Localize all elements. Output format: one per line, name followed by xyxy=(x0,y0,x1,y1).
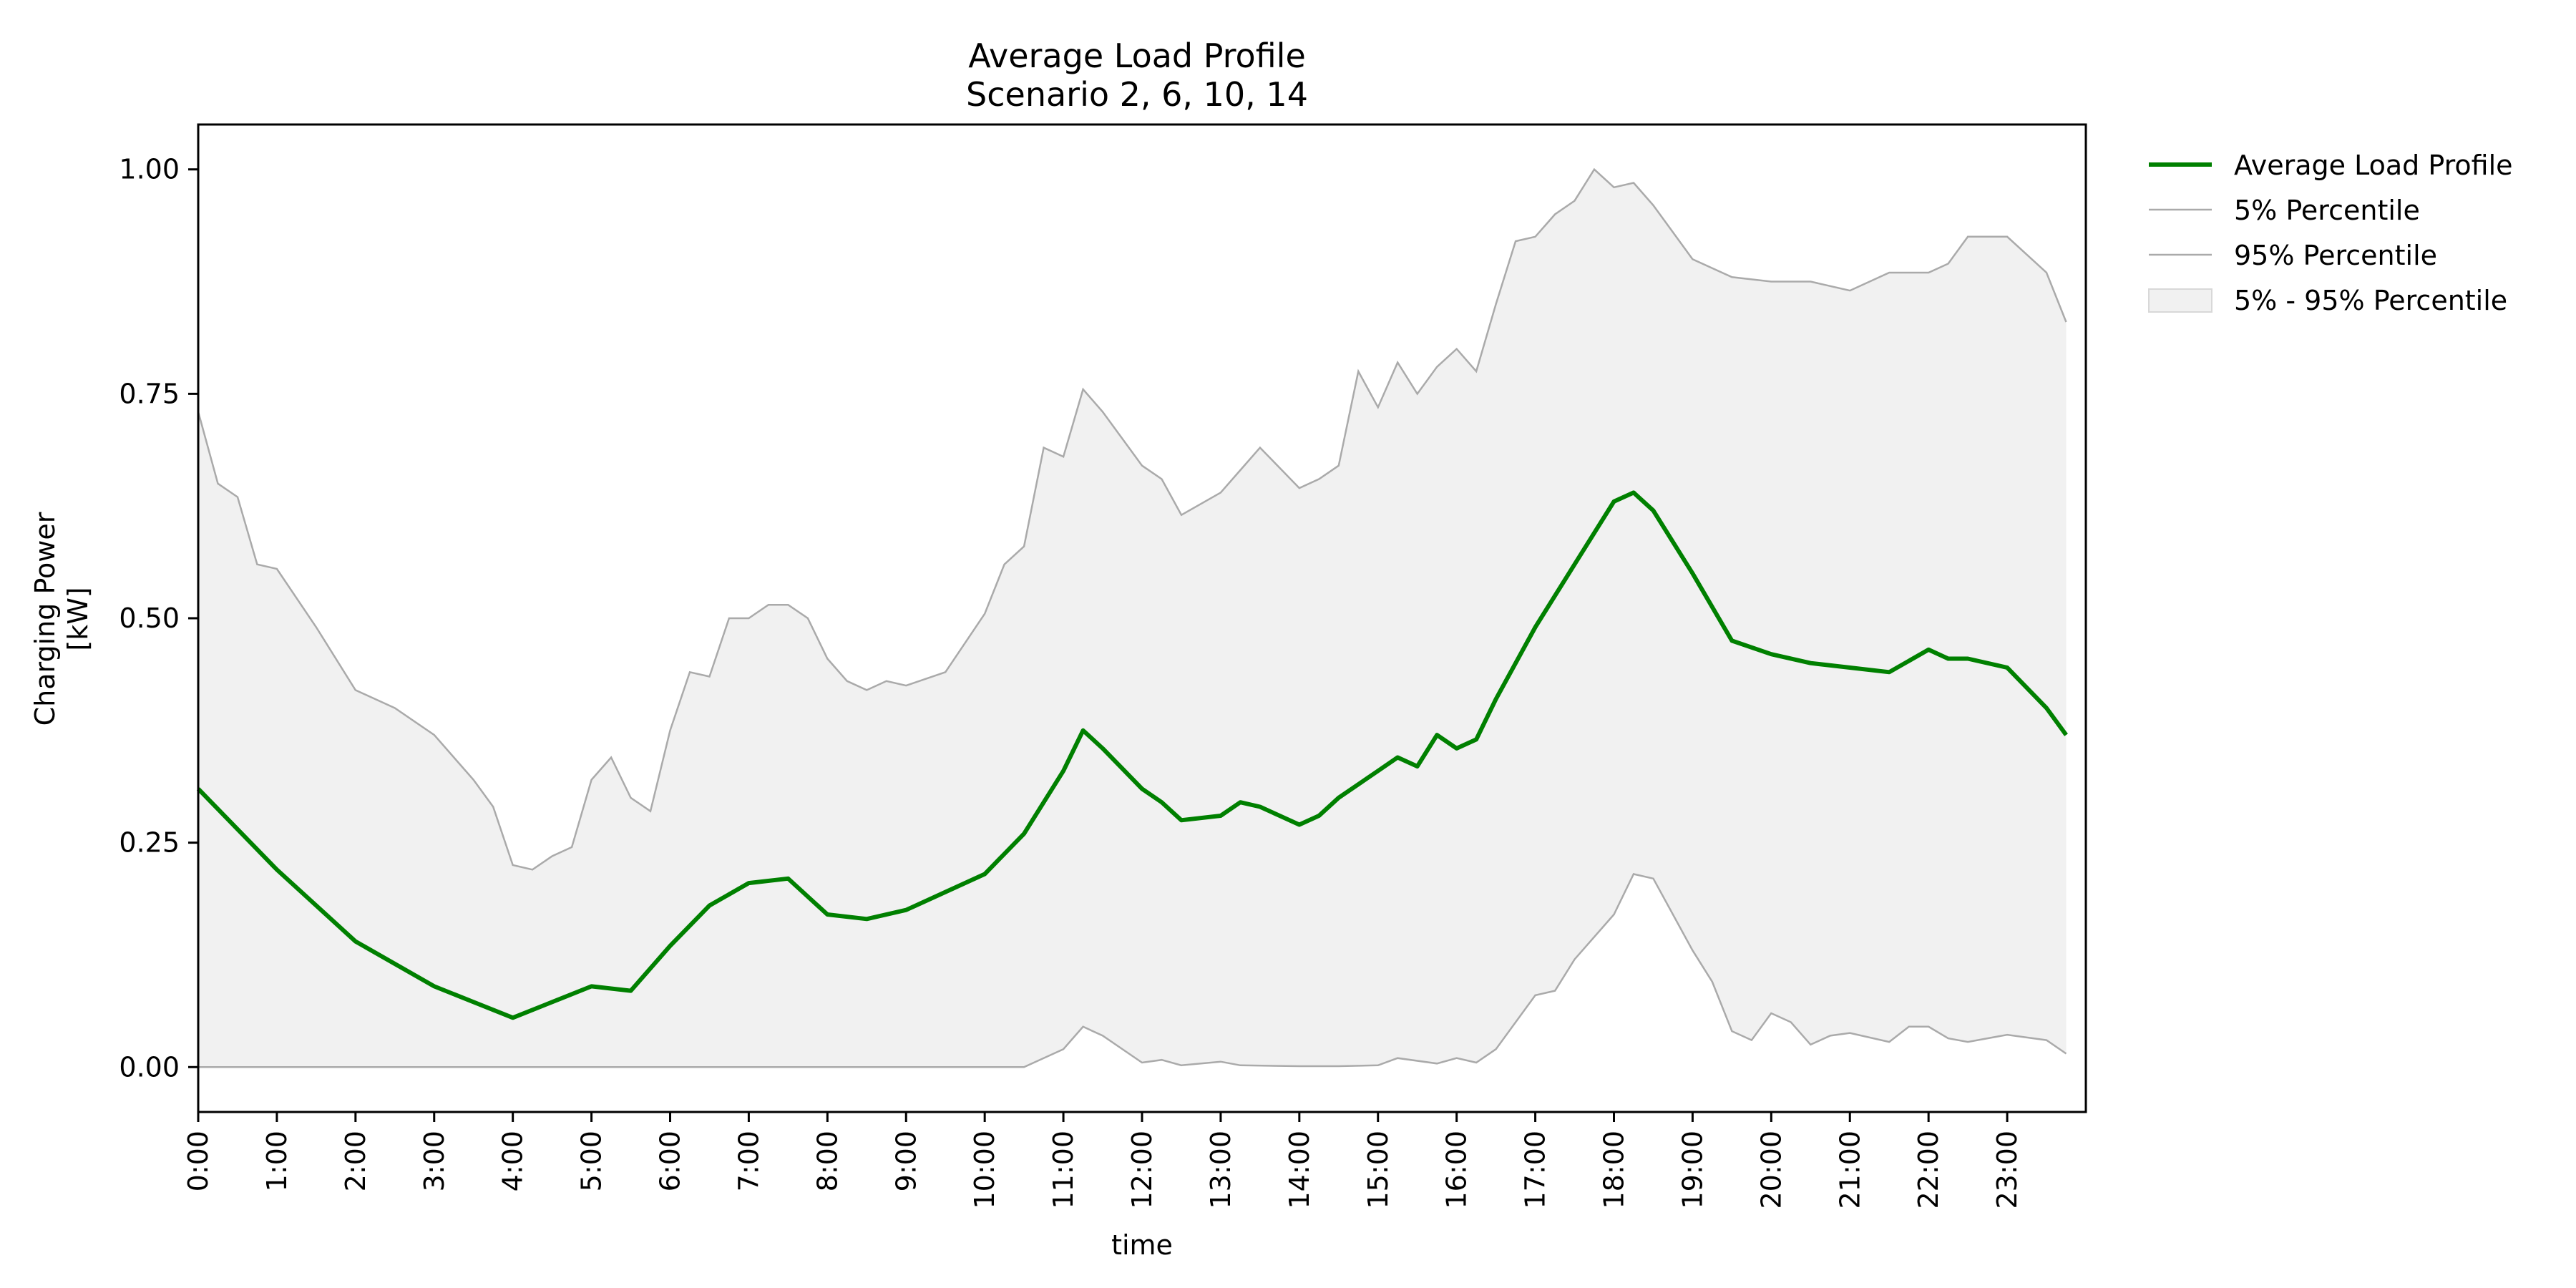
y-axis-label: Charging Power xyxy=(29,512,61,726)
legend-label-average-load-profile: Average Load Profile xyxy=(2234,150,2513,181)
x-tick-label: 0:00 xyxy=(182,1131,214,1191)
x-tick-label: 1:00 xyxy=(261,1131,293,1191)
x-tick-label: 23:00 xyxy=(1991,1131,2023,1209)
y-tick-label: 1.00 xyxy=(119,154,180,185)
x-tick-label: 12:00 xyxy=(1126,1131,1158,1209)
x-tick-label: 3:00 xyxy=(419,1131,450,1191)
series-line-5-percentile xyxy=(198,873,2067,1068)
x-tick-label: 6:00 xyxy=(655,1131,686,1191)
chart-subtitle: Scenario 2, 6, 10, 14 xyxy=(966,75,1308,114)
x-tick-label: 11:00 xyxy=(1048,1131,1079,1209)
y-axis: 0.00 0.25 0.50 0.75 1.00 xyxy=(119,154,198,1083)
x-tick-label: 14:00 xyxy=(1284,1131,1315,1209)
x-tick-label: 9:00 xyxy=(890,1131,922,1191)
percentile-band xyxy=(198,169,2067,1068)
x-tick-label: 19:00 xyxy=(1677,1131,1708,1209)
x-tick-label: 5:00 xyxy=(576,1131,608,1191)
legend-label-5-percentile: 5% Percentile xyxy=(2234,195,2420,226)
series-line-95-percentile xyxy=(197,167,2067,871)
x-tick-label: 22:00 xyxy=(1913,1131,1944,1209)
x-tick-label: 7:00 xyxy=(733,1131,764,1191)
series-line-average-load-profile xyxy=(196,490,2068,1020)
legend: Average Load Profile 5% Percentile 95% P… xyxy=(2148,150,2513,316)
x-tick-label: 8:00 xyxy=(811,1131,843,1191)
x-tick-label: 17:00 xyxy=(1520,1131,1551,1209)
y-tick-label: 0.00 xyxy=(119,1051,180,1083)
x-tick-label: 20:00 xyxy=(1755,1131,1787,1209)
x-tick-label: 16:00 xyxy=(1441,1131,1473,1209)
chart-title: Average Load Profile xyxy=(968,36,1306,75)
y-tick-label: 0.25 xyxy=(119,827,180,859)
legend-swatch-band xyxy=(2148,288,2212,313)
y-tick-label: 0.50 xyxy=(119,602,180,634)
legend-label-band: 5% - 95% Percentile xyxy=(2234,285,2507,316)
y-axis-unit: [kW] xyxy=(62,587,94,650)
y-tick-label: 0.75 xyxy=(119,378,180,409)
x-tick-label: 4:00 xyxy=(497,1131,529,1191)
x-tick-label: 10:00 xyxy=(969,1131,1000,1209)
x-axis: 0:00 1:00 2:00 3:00 4:00 5:00 6:00 7:00 8:00 9:00… xyxy=(182,1112,2023,1209)
plot-area xyxy=(196,123,2087,1113)
legend-label-95-percentile: 95% Percentile xyxy=(2234,240,2437,271)
x-tick-label: 2:00 xyxy=(340,1131,371,1191)
x-tick-label: 13:00 xyxy=(1205,1131,1236,1209)
x-tick-label: 18:00 xyxy=(1599,1131,1630,1209)
x-tick-label: 21:00 xyxy=(1834,1131,1865,1209)
x-axis-label: time xyxy=(1111,1229,1173,1261)
x-tick-label: 15:00 xyxy=(1362,1131,1394,1209)
